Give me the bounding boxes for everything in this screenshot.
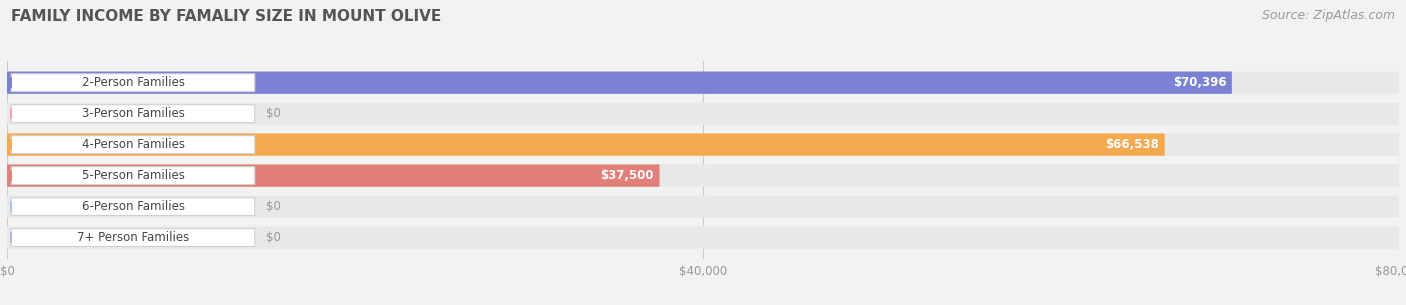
Text: 3-Person Families: 3-Person Families <box>82 107 184 120</box>
Text: $37,500: $37,500 <box>600 169 654 182</box>
Text: 4-Person Families: 4-Person Families <box>82 138 184 151</box>
FancyBboxPatch shape <box>7 196 1399 218</box>
Text: $0: $0 <box>266 107 281 120</box>
Text: 7+ Person Families: 7+ Person Families <box>77 231 190 244</box>
Text: 5-Person Families: 5-Person Families <box>82 169 184 182</box>
Text: $66,538: $66,538 <box>1105 138 1159 151</box>
FancyBboxPatch shape <box>7 134 1164 156</box>
Text: 6-Person Families: 6-Person Families <box>82 200 184 213</box>
FancyBboxPatch shape <box>11 105 254 123</box>
FancyBboxPatch shape <box>7 226 1399 249</box>
FancyBboxPatch shape <box>11 229 254 246</box>
FancyBboxPatch shape <box>11 74 254 92</box>
Text: $0: $0 <box>266 231 281 244</box>
FancyBboxPatch shape <box>11 167 254 185</box>
FancyBboxPatch shape <box>7 164 659 187</box>
FancyBboxPatch shape <box>7 164 1399 187</box>
FancyBboxPatch shape <box>11 198 254 216</box>
Text: Source: ZipAtlas.com: Source: ZipAtlas.com <box>1261 9 1395 22</box>
FancyBboxPatch shape <box>7 134 1399 156</box>
Text: 2-Person Families: 2-Person Families <box>82 76 184 89</box>
FancyBboxPatch shape <box>11 136 254 153</box>
FancyBboxPatch shape <box>7 72 1232 94</box>
Text: $70,396: $70,396 <box>1173 76 1226 89</box>
FancyBboxPatch shape <box>7 72 1399 94</box>
FancyBboxPatch shape <box>7 102 1399 125</box>
Text: FAMILY INCOME BY FAMALIY SIZE IN MOUNT OLIVE: FAMILY INCOME BY FAMALIY SIZE IN MOUNT O… <box>11 9 441 24</box>
Text: $0: $0 <box>266 200 281 213</box>
